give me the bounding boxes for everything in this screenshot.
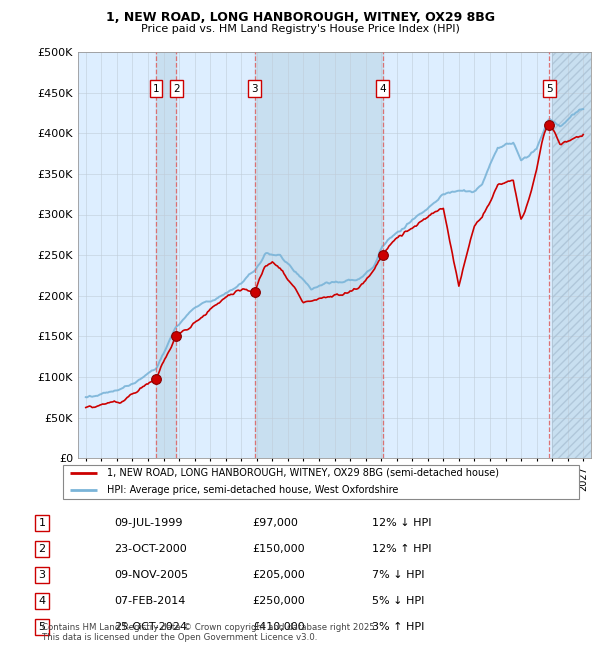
Text: 5% ↓ HPI: 5% ↓ HPI [372, 596, 424, 606]
Text: 1, NEW ROAD, LONG HANBOROUGH, WITNEY, OX29 8BG (semi-detached house): 1, NEW ROAD, LONG HANBOROUGH, WITNEY, OX… [107, 468, 499, 478]
Text: 07-FEB-2014: 07-FEB-2014 [114, 596, 185, 606]
Text: 3% ↑ HPI: 3% ↑ HPI [372, 622, 424, 632]
Text: 12% ↑ HPI: 12% ↑ HPI [372, 544, 431, 554]
Text: Contains HM Land Registry data © Crown copyright and database right 2025.
This d: Contains HM Land Registry data © Crown c… [42, 623, 377, 642]
Text: 3: 3 [38, 570, 46, 580]
Text: £250,000: £250,000 [252, 596, 305, 606]
Text: HPI: Average price, semi-detached house, West Oxfordshire: HPI: Average price, semi-detached house,… [107, 486, 398, 495]
Text: 2: 2 [38, 544, 46, 554]
Text: 09-NOV-2005: 09-NOV-2005 [114, 570, 188, 580]
Bar [552, 52, 591, 458]
Text: 1: 1 [38, 518, 46, 528]
Text: 25-OCT-2024: 25-OCT-2024 [114, 622, 187, 632]
Text: 4: 4 [38, 596, 46, 606]
Text: 1: 1 [153, 84, 160, 94]
Text: £205,000: £205,000 [252, 570, 305, 580]
Text: 12% ↓ HPI: 12% ↓ HPI [372, 518, 431, 528]
Text: £97,000: £97,000 [252, 518, 298, 528]
Text: 23-OCT-2000: 23-OCT-2000 [114, 544, 187, 554]
Bar [156, 52, 176, 458]
FancyBboxPatch shape [62, 465, 580, 499]
Text: 09-JUL-1999: 09-JUL-1999 [114, 518, 182, 528]
Text: 4: 4 [379, 84, 386, 94]
Bar [254, 52, 383, 458]
Text: 7% ↓ HPI: 7% ↓ HPI [372, 570, 425, 580]
Text: Price paid vs. HM Land Registry's House Price Index (HPI): Price paid vs. HM Land Registry's House … [140, 24, 460, 34]
Text: 2: 2 [173, 84, 179, 94]
Text: 1, NEW ROAD, LONG HANBOROUGH, WITNEY, OX29 8BG: 1, NEW ROAD, LONG HANBOROUGH, WITNEY, OX… [106, 11, 494, 24]
Bar [552, 52, 591, 458]
Text: 5: 5 [38, 622, 46, 632]
Text: £410,000: £410,000 [252, 622, 305, 632]
Text: 5: 5 [546, 84, 553, 94]
Text: 3: 3 [251, 84, 258, 94]
Text: £150,000: £150,000 [252, 544, 305, 554]
